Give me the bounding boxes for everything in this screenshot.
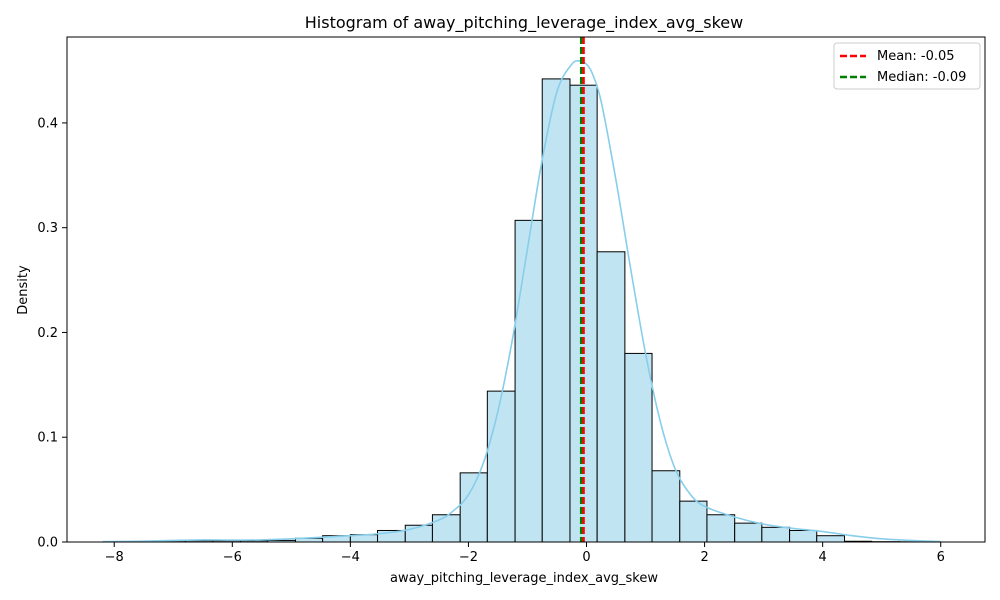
x-tick-label: −4 [341,550,360,565]
plot-frame [66,36,986,543]
y-axis-label: Density [16,265,31,315]
stat-lines [579,37,585,542]
x-tick-label: 4 [819,550,827,565]
histogram-bar [486,390,516,543]
histogram-bar [431,514,461,543]
legend-median-label: Median: -0.09 [877,70,966,85]
chart-title: Histogram of away_pitching_leverage_inde… [305,13,743,33]
x-tick-label: 0 [582,550,590,565]
x-tick-label: −6 [223,550,242,565]
y-tick-label: 0.0 [37,536,58,551]
y-axis-ticks: 0.0 0.1 0.2 0.3 0.4 [37,116,67,551]
histogram-bar [816,535,845,543]
histogram-bar [541,78,571,543]
legend: Mean: -0.05 Median: -0.09 [833,42,981,90]
histogram-bar [706,514,736,543]
histogram-bar [789,529,818,543]
y-tick-label: 0.2 [37,326,58,341]
legend-mean-label: Mean: -0.05 [877,49,955,64]
histogram-bar [651,470,681,543]
x-tick-label: 6 [937,550,945,565]
legend-box [833,42,981,90]
y-tick-label: 0.1 [37,431,58,446]
histogram-bar [624,352,653,543]
histogram-bar [761,526,791,543]
histogram-bar [459,472,488,543]
histogram-bar [596,251,626,543]
histogram-bar [734,522,763,543]
y-tick-label: 0.3 [37,221,58,236]
x-axis-label: away_pitching_leverage_index_avg_skew [390,571,658,586]
histogram-bar [514,219,543,543]
y-tick-label: 0.4 [37,116,58,131]
x-tick-label: 2 [700,550,708,565]
kde-curve [102,59,941,543]
x-tick-label: −8 [105,550,124,565]
x-axis-ticks: −8 −6 −4 −2 0 2 4 6 [105,542,945,565]
histogram-bar [679,500,708,543]
x-tick-label: −2 [459,550,478,565]
